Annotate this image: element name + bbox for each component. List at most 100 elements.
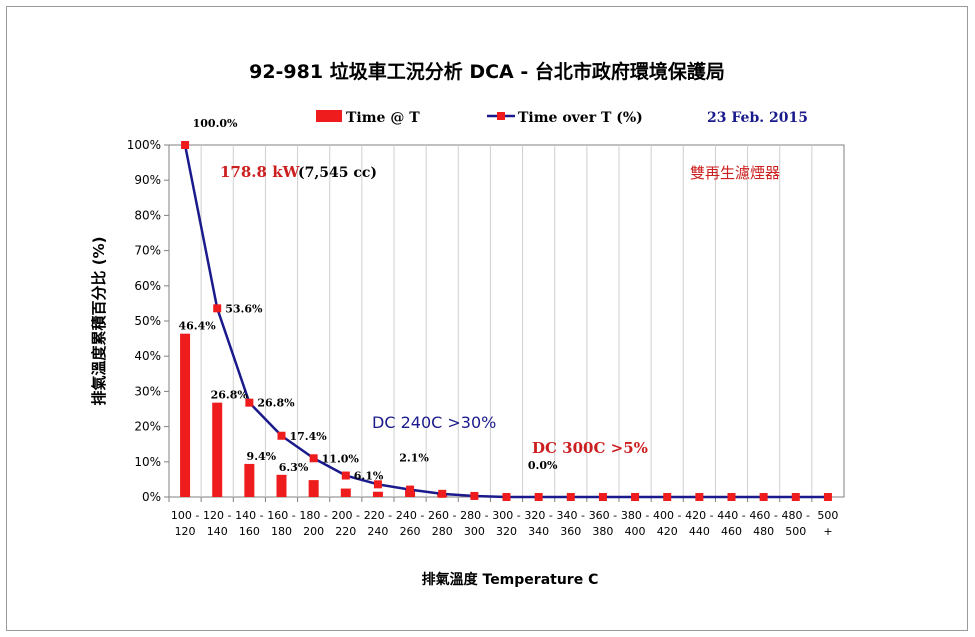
x-tick-label: 260 - (428, 509, 456, 522)
x-tick-label: 220 - (364, 509, 392, 522)
plot-area (168, 144, 845, 498)
y-tick-label: 20% (134, 420, 161, 434)
x-tick-label: 300 - (492, 509, 520, 522)
x-tick-label: 400 (625, 525, 646, 538)
line-data-label: 53.6% (225, 302, 263, 315)
bar (308, 480, 319, 497)
line-data-label: 11.0% (322, 452, 360, 465)
x-tick-label: 320 (496, 525, 517, 538)
legend-bar-swatch (316, 110, 342, 122)
y-tick-label: 50% (134, 314, 161, 328)
chart-title: 92-981 垃圾車工況分析 DCA - 台北市政府環境保護局 (249, 60, 725, 83)
line-point (502, 493, 511, 501)
line-point (309, 454, 318, 463)
dc300-annotation: DC 300C >5% (532, 439, 648, 457)
y-axis-ticks: 0% 10% 20% 30% 40% 50% 60% 70% 80% 90% 100% (127, 138, 169, 504)
line-data-label: 17.4% (290, 430, 328, 443)
x-tick-label: 200 (303, 525, 324, 538)
x-tick-label: 320 - (524, 509, 552, 522)
line-data-label: 0.0% (528, 459, 558, 472)
displacement-annotation: (7,545 cc) (298, 165, 377, 181)
x-tick-label: 160 - (267, 509, 295, 522)
line-point (823, 493, 832, 501)
x-tick-label: 120 - (203, 509, 231, 522)
chart-date: 23 Feb. 2015 (707, 110, 808, 126)
x-tick-label: + (823, 525, 832, 538)
power-annotation: 178.8 kW (220, 163, 301, 181)
x-tick-label: 340 (528, 525, 549, 538)
line-data-label: 6.1% (354, 470, 384, 483)
line-point (534, 493, 543, 501)
legend-bar-label: Time @ T (346, 110, 420, 126)
line-point (373, 480, 382, 489)
x-tick-label: 260 (400, 525, 421, 538)
x-tick-label: 220 (335, 525, 356, 538)
bar-data-label: 26.8% (211, 389, 249, 402)
filter-annotation: 雙再生濾煙器 (690, 164, 780, 182)
bar (372, 491, 383, 497)
x-tick-label: 500 (785, 525, 806, 538)
line-point (438, 489, 447, 498)
line-point (663, 493, 672, 501)
x-tick-label: 460 - (749, 509, 777, 522)
y-tick-label: 40% (134, 349, 161, 363)
x-axis-ticks: 100 - 120 120 - 140 140 - 160 160 - 180 180 - 200… (168, 497, 838, 538)
line-point (759, 493, 768, 501)
bar (212, 402, 223, 497)
x-tick-label: 480 (753, 525, 774, 538)
x-tick-label: 280 - (460, 509, 488, 522)
bar-data-label: 46.4% (178, 320, 216, 333)
x-tick-label: 280 (432, 525, 453, 538)
line-point (791, 493, 800, 501)
line-point (341, 471, 350, 480)
y-axis-label: 排氣溫度累積百分比 (%) (90, 237, 108, 406)
x-tick-label: 340 - (557, 509, 585, 522)
bar-data-label: 6.3% (279, 461, 309, 474)
bar (340, 488, 351, 497)
x-tick-label: 140 - (235, 509, 263, 522)
x-tick-label: 240 (367, 525, 388, 538)
legend-line-marker (497, 112, 505, 120)
x-tick-label: 100 - (171, 509, 199, 522)
x-tick-label: 180 (271, 525, 292, 538)
dc240-annotation: DC 240C >30% (372, 413, 496, 432)
x-tick-label: 440 (689, 525, 710, 538)
grid-lines (200, 145, 813, 497)
x-tick-label: 440 - (717, 509, 745, 522)
y-tick-label: 10% (134, 455, 161, 469)
chart-frame (6, 6, 968, 631)
line-point (631, 493, 640, 501)
y-tick-label: 60% (134, 279, 161, 293)
x-tick-label: 120 (175, 525, 196, 538)
x-tick-label: 380 (592, 525, 613, 538)
x-tick-label: 400 - (653, 509, 681, 522)
line-point (470, 491, 479, 500)
x-tick-label: 380 - (621, 509, 649, 522)
line-point (566, 493, 575, 501)
x-tick-label: 360 (560, 525, 581, 538)
line-point (277, 431, 286, 440)
bar (276, 474, 287, 497)
x-tick-label: 500 (817, 509, 838, 522)
x-axis-label: 排氣溫度 Temperature C (422, 571, 599, 588)
y-tick-label: 70% (134, 244, 161, 258)
line-series (181, 141, 832, 501)
y-tick-label: 100% (127, 138, 161, 152)
bar-data-label: 9.4% (247, 450, 277, 463)
x-tick-label: 420 (657, 525, 678, 538)
x-tick-label: 480 - (782, 509, 810, 522)
line-data-label: 26.8% (257, 397, 295, 410)
line-path (183, 144, 828, 499)
x-tick-label: 140 (207, 525, 228, 538)
line-point (181, 141, 190, 149)
line-point (727, 493, 736, 501)
x-tick-label: 420 - (685, 509, 713, 522)
y-tick-label: 30% (134, 384, 161, 398)
x-tick-label: 200 - (332, 509, 360, 522)
line-point (406, 485, 415, 494)
bar (244, 463, 255, 497)
line-point (695, 493, 704, 501)
x-tick-label: 240 - (396, 509, 424, 522)
x-tick-label: 160 (239, 525, 260, 538)
